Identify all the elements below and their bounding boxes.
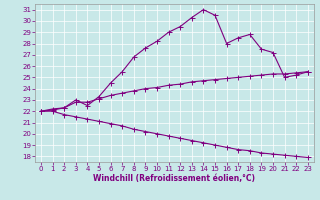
X-axis label: Windchill (Refroidissement éolien,°C): Windchill (Refroidissement éolien,°C) <box>93 174 255 183</box>
